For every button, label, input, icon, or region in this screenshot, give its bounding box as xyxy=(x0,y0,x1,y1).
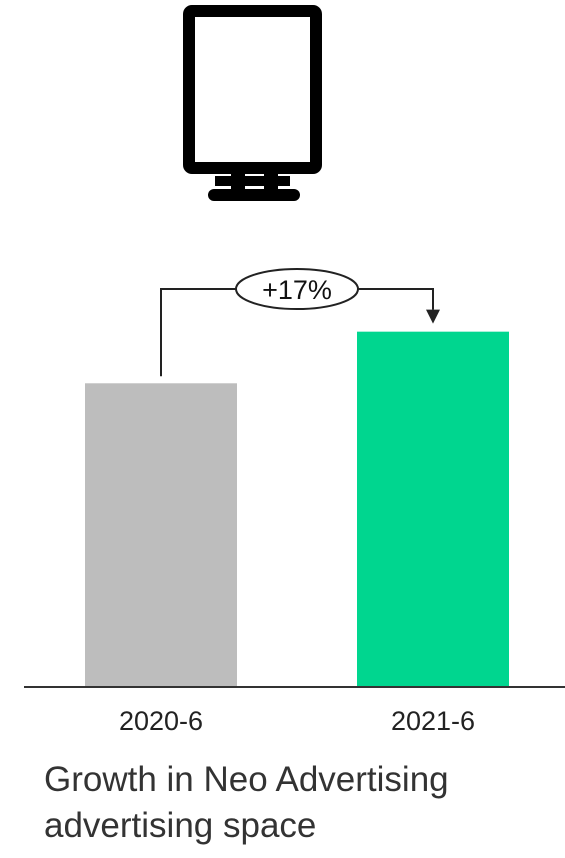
change-label-pill xyxy=(235,268,359,310)
bar-2021-6 xyxy=(357,331,509,687)
change-label: +17% xyxy=(262,275,332,305)
x-tick-label: 2020-6 xyxy=(119,706,203,736)
chart-title: Growth in Neo Advertising advertising sp… xyxy=(44,760,449,845)
monitor-icon xyxy=(183,5,322,201)
change-annotation: +17% xyxy=(160,268,440,377)
x-axis-tick-labels: 2020-6 2021-6 xyxy=(119,706,475,736)
connector-line-left xyxy=(160,288,236,377)
x-tick-label: 2021-6 xyxy=(391,706,475,736)
bar-2020-6 xyxy=(85,383,237,687)
arrow-head xyxy=(426,309,440,324)
bars-group xyxy=(85,331,509,687)
connector-line-right xyxy=(358,288,434,310)
